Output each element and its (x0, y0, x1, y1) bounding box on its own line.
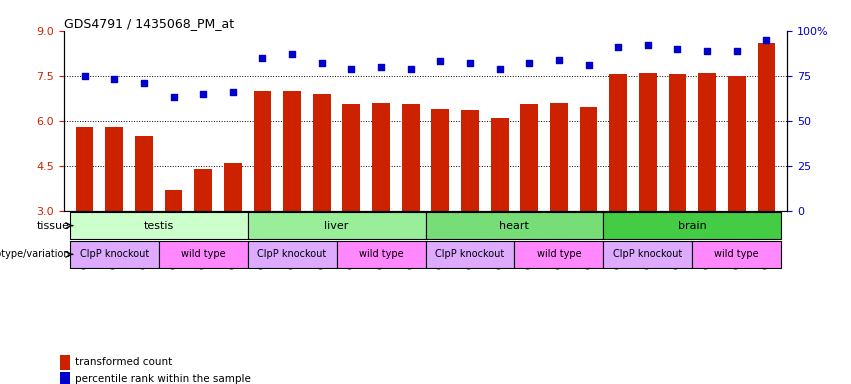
Bar (158, 240, 248, 268)
Text: wild type: wild type (715, 249, 759, 260)
Bar (372, 103, 390, 211)
Point (226, 89, 240, 95)
Bar (426, 212, 603, 240)
Bar (580, 108, 597, 211)
Point (433, 58, 447, 65)
Point (107, 76, 121, 83)
Point (641, 42, 654, 48)
Bar (520, 104, 538, 211)
Bar (224, 163, 242, 211)
Point (315, 60, 328, 66)
Point (700, 48, 714, 54)
Point (730, 48, 744, 54)
Point (523, 60, 536, 66)
Point (493, 66, 506, 72)
Bar (431, 109, 449, 211)
Point (582, 62, 596, 68)
Bar (248, 212, 426, 240)
Point (760, 36, 774, 43)
Bar (254, 91, 271, 211)
Bar (313, 94, 331, 211)
Text: ClpP knockout: ClpP knockout (258, 249, 327, 260)
Bar (550, 103, 568, 211)
Bar (70, 212, 248, 240)
Bar (609, 74, 627, 211)
Bar (603, 212, 781, 240)
Bar (728, 76, 745, 211)
Bar (461, 111, 479, 211)
Bar (283, 91, 301, 211)
Bar (336, 240, 426, 268)
Bar (426, 240, 515, 268)
Bar (491, 118, 509, 211)
Bar (603, 240, 693, 268)
Bar (135, 136, 153, 211)
Bar (515, 240, 603, 268)
Bar (60, 355, 70, 370)
Point (671, 46, 684, 52)
Bar (757, 43, 775, 211)
Bar (402, 104, 420, 211)
Text: testis: testis (144, 220, 174, 231)
Text: wild type: wild type (181, 249, 226, 260)
Bar (693, 240, 781, 268)
Point (345, 66, 358, 72)
Text: transformed count: transformed count (75, 358, 172, 367)
Point (463, 60, 477, 66)
Text: ClpP knockout: ClpP knockout (80, 249, 149, 260)
Text: genotype/variation: genotype/variation (0, 249, 70, 260)
Text: ClpP knockout: ClpP knockout (436, 249, 505, 260)
Bar (106, 127, 123, 211)
Text: brain: brain (678, 220, 706, 231)
Bar (70, 240, 158, 268)
Text: wild type: wild type (537, 249, 581, 260)
Bar (698, 73, 716, 211)
Text: wild type: wild type (359, 249, 403, 260)
Text: heart: heart (500, 220, 529, 231)
Point (374, 64, 388, 70)
Bar (639, 73, 657, 211)
Text: ClpP knockout: ClpP knockout (614, 249, 683, 260)
Text: tissue: tissue (37, 220, 70, 231)
Point (77, 73, 91, 79)
Bar (60, 372, 70, 384)
Bar (194, 169, 212, 211)
Bar (248, 240, 336, 268)
Text: percentile rank within the sample: percentile rank within the sample (75, 374, 251, 384)
Point (137, 80, 151, 86)
Point (552, 56, 566, 63)
Bar (669, 74, 687, 211)
Point (197, 91, 210, 97)
Point (285, 51, 299, 57)
Point (167, 94, 180, 101)
Bar (164, 190, 182, 211)
Bar (342, 104, 360, 211)
Text: liver: liver (324, 220, 349, 231)
Point (404, 66, 418, 72)
Text: GDS4791 / 1435068_PM_at: GDS4791 / 1435068_PM_at (64, 17, 234, 30)
Point (255, 55, 269, 61)
Point (611, 44, 625, 50)
Bar (76, 127, 94, 211)
